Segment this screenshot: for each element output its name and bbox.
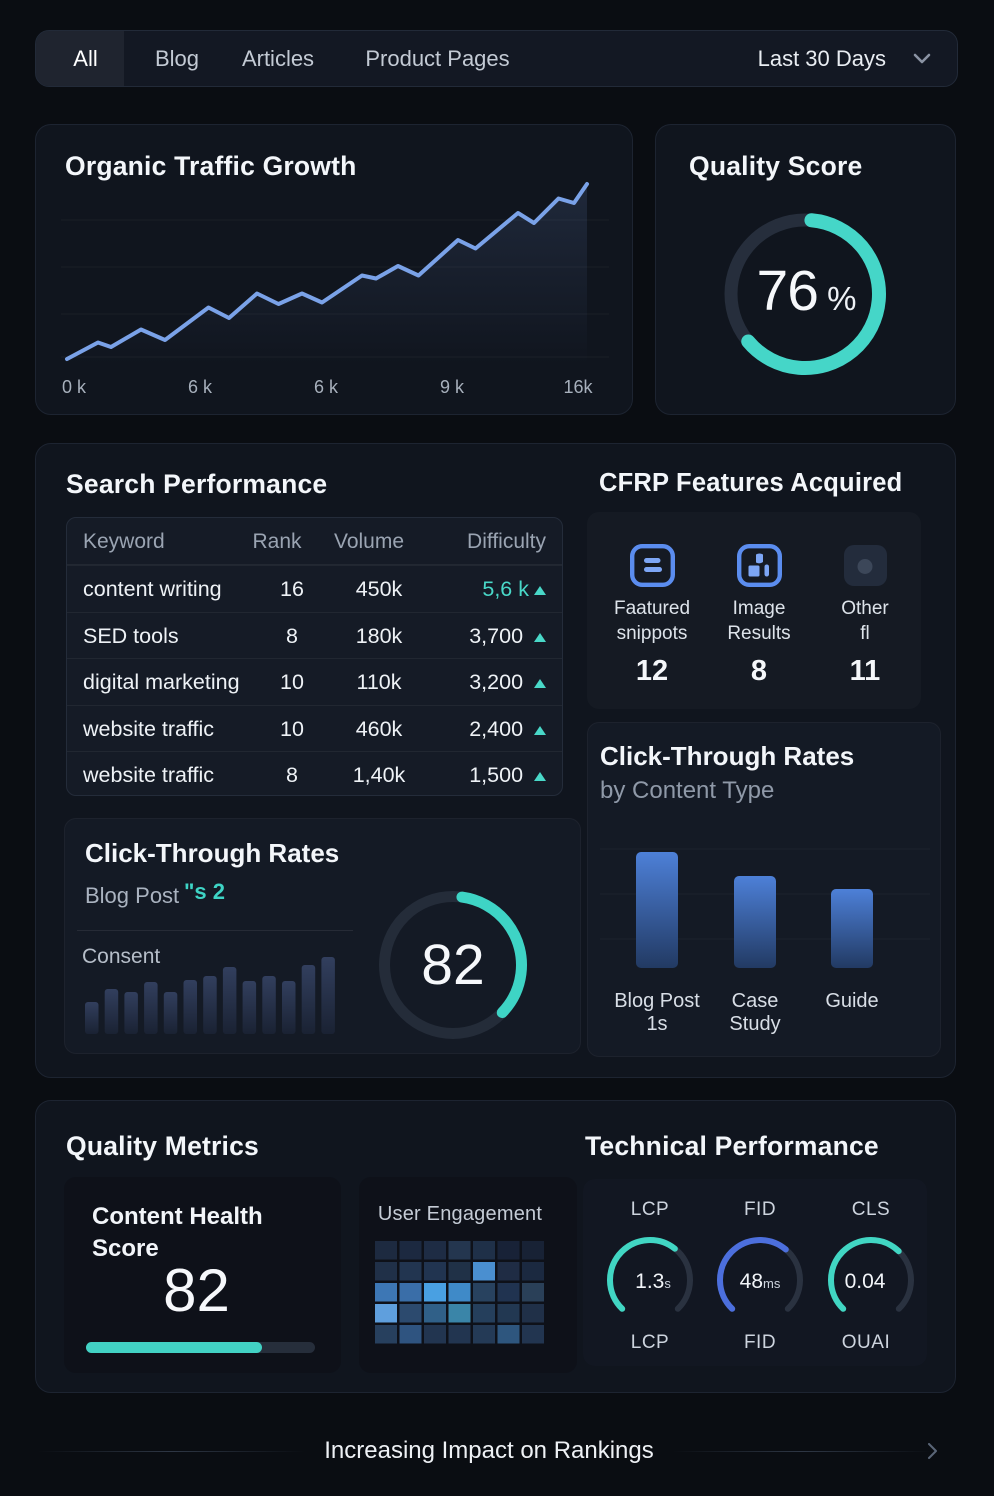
svg-text:1.3s: 1.3s <box>635 1270 671 1293</box>
svg-text:48ms: 48ms <box>740 1270 781 1293</box>
svg-text:0.04: 0.04 <box>845 1270 886 1293</box>
